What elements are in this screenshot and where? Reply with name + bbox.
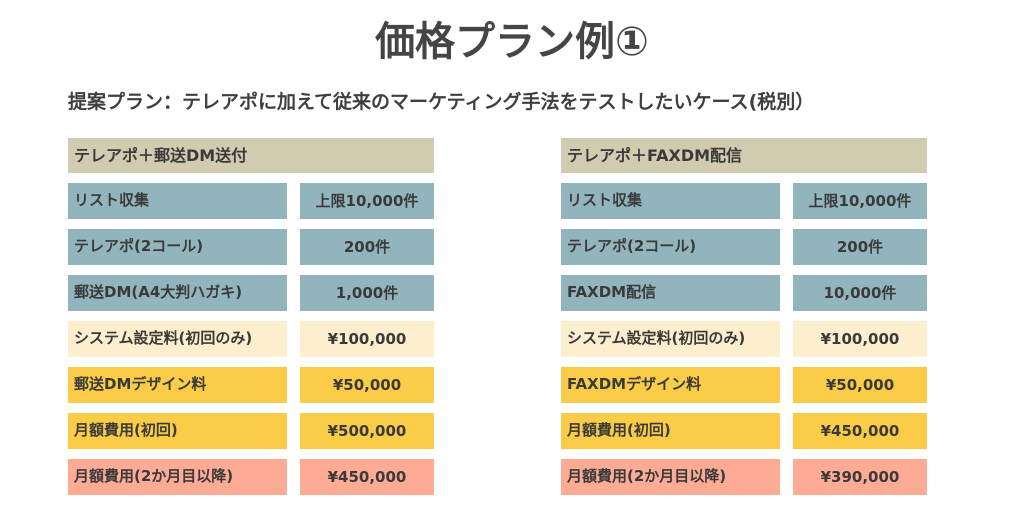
- plan-header: テレアポ＋FAXDM配信: [561, 138, 927, 173]
- table-row: テレアポ(2コール) 200件: [561, 229, 927, 265]
- row-label: FAXDMデザイン料: [561, 367, 780, 403]
- row-value: ¥390,000: [793, 459, 927, 495]
- row-value: ¥500,000: [300, 413, 434, 449]
- table-row: 月額費用(初回) ¥450,000: [561, 413, 927, 449]
- page-subtitle: 提案プラン：テレアポに加えて従来のマーケティング手法をテストしたいケース(税別）: [68, 91, 815, 113]
- plan-table-fax-dm: テレアポ＋FAXDM配信 リスト収集 上限10,000件 テレアポ(2コール) …: [561, 138, 927, 495]
- row-value: ¥450,000: [300, 459, 434, 495]
- row-value: ¥50,000: [300, 367, 434, 403]
- row-value: ¥100,000: [300, 321, 434, 357]
- row-value: ¥100,000: [793, 321, 927, 357]
- table-row: システム設定料(初回のみ) ¥100,000: [68, 321, 434, 357]
- row-label: リスト収集: [561, 183, 780, 219]
- table-row: リスト収集 上限10,000件: [561, 183, 927, 219]
- row-label: リスト収集: [68, 183, 287, 219]
- table-row: テレアポ(2コール) 200件: [68, 229, 434, 265]
- table-row: リスト収集 上限10,000件: [68, 183, 434, 219]
- row-value: 200件: [793, 229, 927, 265]
- table-row: 郵送DM(A4大判ハガキ) 1,000件: [68, 275, 434, 311]
- row-label: システム設定料(初回のみ): [68, 321, 287, 357]
- row-label: FAXDM配信: [561, 275, 780, 311]
- row-value: ¥50,000: [793, 367, 927, 403]
- row-value: 1,000件: [300, 275, 434, 311]
- row-label: テレアポ(2コール): [68, 229, 287, 265]
- row-value: ¥450,000: [793, 413, 927, 449]
- row-label: 郵送DM(A4大判ハガキ): [68, 275, 287, 311]
- table-row: 郵送DMデザイン料 ¥50,000: [68, 367, 434, 403]
- table-row: FAXDM配信 10,000件: [561, 275, 927, 311]
- table-row: 月額費用(2か月目以降) ¥390,000: [561, 459, 927, 495]
- row-label: 月額費用(2か月目以降): [68, 459, 287, 495]
- page-title: 価格プラン例①: [375, 19, 649, 65]
- table-row: 月額費用(2か月目以降) ¥450,000: [68, 459, 434, 495]
- row-label: システム設定料(初回のみ): [561, 321, 780, 357]
- row-value: 上限10,000件: [300, 183, 434, 219]
- row-value: 10,000件: [793, 275, 927, 311]
- table-row: 月額費用(初回) ¥500,000: [68, 413, 434, 449]
- row-value: 200件: [300, 229, 434, 265]
- row-value: 上限10,000件: [793, 183, 927, 219]
- plan-table-postal-dm: テレアポ＋郵送DM送付 リスト収集 上限10,000件 テレアポ(2コール) 2…: [68, 138, 434, 495]
- row-label: 月額費用(初回): [68, 413, 287, 449]
- table-row: FAXDMデザイン料 ¥50,000: [561, 367, 927, 403]
- table-row: システム設定料(初回のみ) ¥100,000: [561, 321, 927, 357]
- row-label: 月額費用(2か月目以降): [561, 459, 780, 495]
- plan-header: テレアポ＋郵送DM送付: [68, 138, 434, 173]
- row-label: 郵送DMデザイン料: [68, 367, 287, 403]
- row-label: 月額費用(初回): [561, 413, 780, 449]
- row-label: テレアポ(2コール): [561, 229, 780, 265]
